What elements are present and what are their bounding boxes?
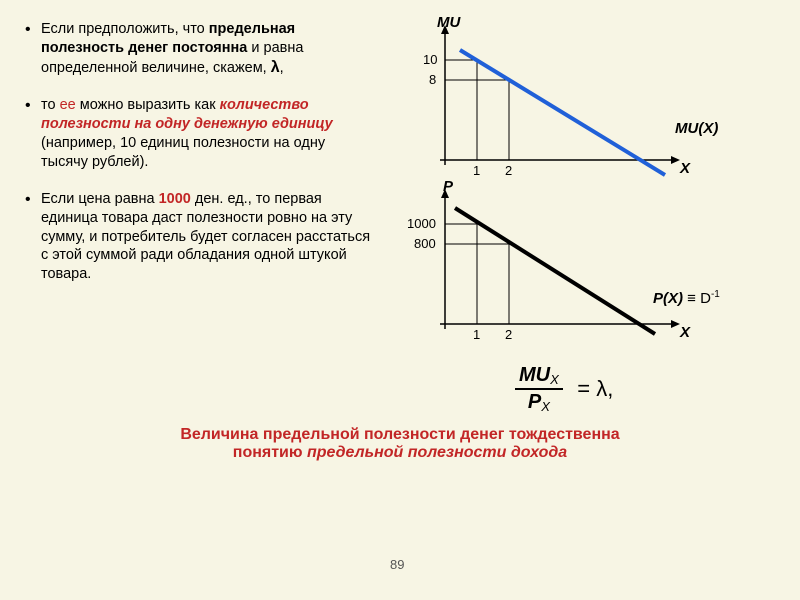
chart1-x-label: X — [680, 160, 690, 177]
b1-end: , — [280, 60, 284, 76]
chart2-curve-label: P(X) ≡ D-1 — [653, 289, 720, 307]
num-sub: X — [550, 372, 559, 387]
chart1-curve-label: MU(X) — [675, 120, 718, 137]
chart2-ytick-1000: 1000 — [407, 216, 436, 231]
num-main: MU — [519, 364, 550, 386]
chart-p: P X 1000 800 1 2 P(X) ≡ D-1 — [385, 184, 775, 354]
frac-bar — [515, 388, 563, 390]
chart2-curve-suffix: ≡ D — [687, 290, 711, 307]
footer-line1: Величина предельной полезности денег тож… — [180, 426, 619, 443]
b1-lambda: λ — [271, 59, 280, 76]
b2-red1: ее — [60, 97, 76, 113]
chart2-y-label: P — [443, 178, 453, 195]
chart1-y-label: MU — [437, 14, 460, 31]
frac-den: PX — [515, 391, 563, 414]
formula: MUX PX = λ, — [515, 364, 775, 414]
chart2-x-label: X — [680, 324, 690, 341]
content-row: Если предположить, что предельная полезн… — [25, 20, 775, 414]
left-column: Если предположить, что предельная полезн… — [25, 20, 385, 414]
page-number: 89 — [390, 557, 404, 572]
b1-pre: Если предположить, что — [41, 21, 209, 37]
chart2-xtick-1: 1 — [473, 327, 480, 342]
chart1-ytick-10: 10 — [423, 52, 437, 67]
footer-line2-pre: понятию — [233, 444, 307, 461]
bullet-3: Если цена равна 1000 ден. ед., то первая… — [41, 190, 375, 284]
frac-num: MUX — [515, 364, 563, 387]
bullet-2: то ее можно выразить как количество поле… — [41, 96, 375, 171]
b2-mid: можно выразить как — [76, 97, 220, 113]
chart2-ytick-800: 800 — [414, 236, 436, 251]
chart2-curve-main: P(X) — [653, 290, 687, 307]
chart-mu: MU X 10 8 1 2 MU(X) — [385, 20, 775, 190]
footer: Величина предельной полезности денег тож… — [25, 426, 775, 462]
fraction: MUX PX — [515, 364, 563, 414]
b2-end: (например, 10 единиц полезности на одну … — [41, 135, 325, 170]
chart1-xtick-2: 2 — [505, 163, 512, 178]
footer-line2-it: предельной полезности дохода — [307, 444, 567, 461]
formula-rhs: = λ, — [577, 376, 613, 401]
chart-p-svg — [385, 184, 705, 354]
chart1-ytick-8: 8 — [429, 72, 436, 87]
chart-mu-svg — [385, 20, 705, 190]
bullet-1: Если предположить, что предельная полезн… — [41, 20, 375, 78]
bullet-list: Если предположить, что предельная полезн… — [25, 20, 375, 284]
b3-red: 1000 — [159, 191, 191, 207]
b3-pre: Если цена равна — [41, 191, 159, 207]
chart2-curve-sup: -1 — [711, 289, 720, 300]
right-column: MU X 10 8 1 2 MU(X) P X — [385, 20, 775, 414]
chart1-xtick-1: 1 — [473, 163, 480, 178]
den-sub: X — [541, 399, 550, 414]
chart2-xtick-2: 2 — [505, 327, 512, 342]
den-main: P — [528, 391, 541, 413]
b2-pre: то — [41, 97, 60, 113]
